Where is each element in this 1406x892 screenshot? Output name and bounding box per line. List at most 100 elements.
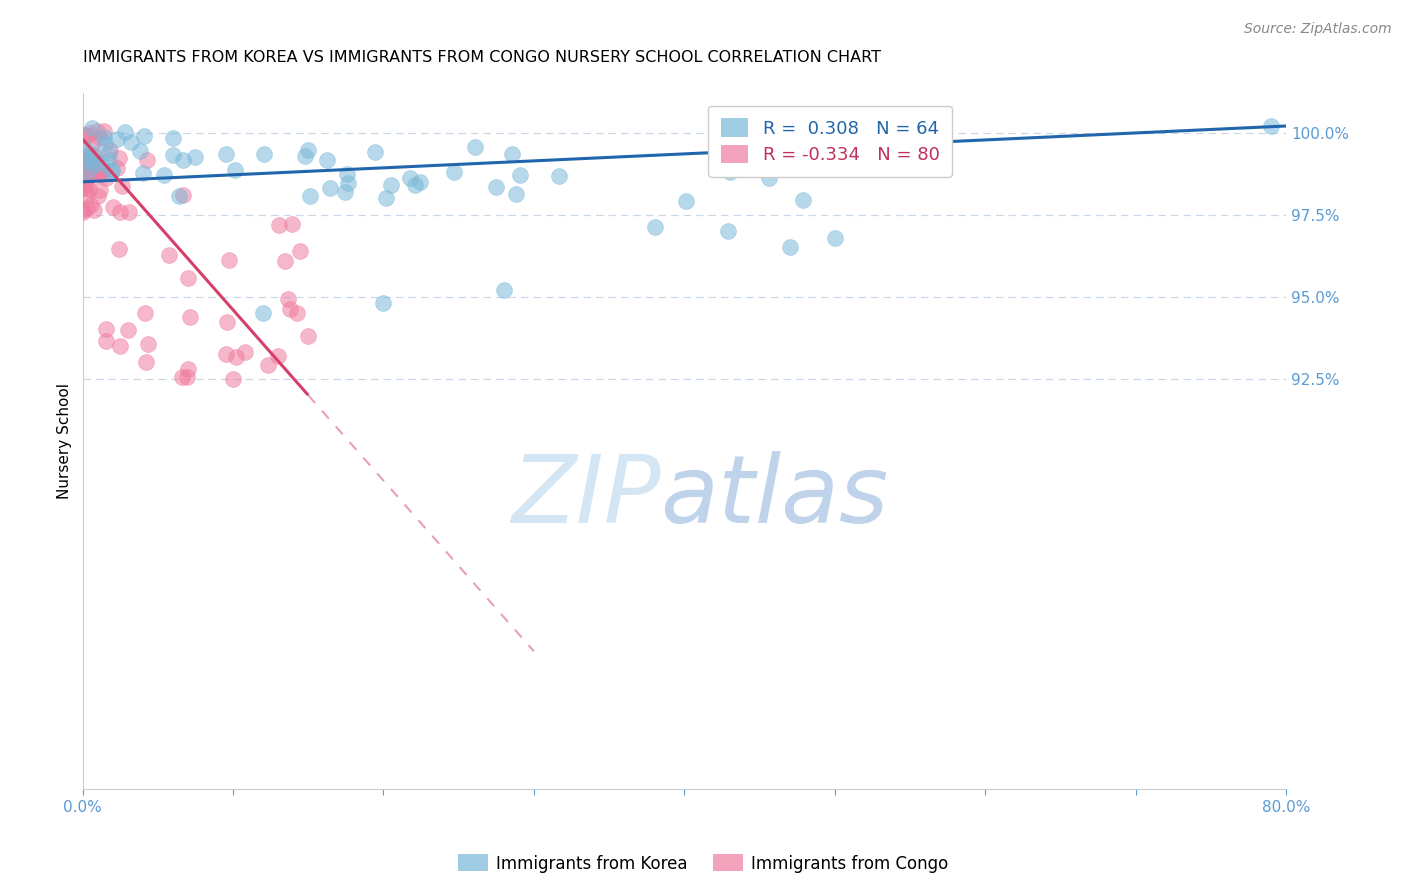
Point: [274, 254, 297, 268]
Point: [215, 315, 238, 329]
Point: [135, 355, 157, 369]
Point: [120, 135, 142, 149]
Point: [87, 167, 110, 181]
Point: [294, 149, 316, 163]
Point: [73, 181, 96, 195]
Point: [547, 169, 569, 183]
Point: [117, 322, 139, 336]
Point: [82, 121, 104, 136]
Point: [105, 161, 128, 176]
Point: [336, 177, 359, 191]
Point: [79, 169, 101, 183]
Point: [76, 201, 98, 215]
Point: [252, 147, 274, 161]
Point: [717, 223, 740, 237]
Point: [277, 293, 299, 307]
Point: [336, 167, 359, 181]
Point: [77, 126, 100, 140]
Point: [374, 191, 396, 205]
Point: [96, 322, 118, 336]
Point: [73, 169, 96, 184]
Point: [224, 163, 246, 178]
Point: [75, 174, 97, 188]
Point: [105, 132, 128, 146]
Point: [73, 128, 96, 143]
Point: [100, 162, 122, 177]
Point: [177, 362, 200, 376]
Point: [287, 306, 309, 320]
Point: [492, 283, 515, 297]
Point: [82, 136, 104, 151]
Text: ZIP: ZIP: [510, 451, 661, 542]
Point: [758, 171, 780, 186]
Point: [162, 148, 184, 162]
Point: [281, 217, 304, 231]
Point: [75, 141, 97, 155]
Point: [72, 151, 94, 165]
Point: [256, 359, 278, 373]
Point: [297, 143, 319, 157]
Point: [509, 168, 531, 182]
Point: [135, 153, 157, 167]
Point: [718, 165, 741, 179]
Point: [73, 151, 96, 165]
Point: [464, 139, 486, 153]
Point: [83, 202, 105, 217]
Point: [89, 131, 111, 145]
Point: [176, 369, 198, 384]
Point: [267, 349, 290, 363]
Point: [79, 148, 101, 162]
Point: [779, 240, 801, 254]
Point: [278, 301, 301, 316]
Point: [505, 186, 527, 201]
Point: [75, 167, 97, 181]
Point: [134, 306, 156, 320]
Point: [333, 185, 356, 199]
Point: [79, 197, 101, 211]
Point: [297, 329, 319, 343]
Point: [76, 154, 98, 169]
Point: [75, 153, 97, 167]
Point: [136, 336, 159, 351]
Point: [89, 164, 111, 178]
Point: [73, 179, 96, 194]
Point: [398, 170, 420, 185]
Point: [110, 205, 132, 219]
Point: [215, 347, 238, 361]
Point: [91, 165, 114, 179]
Point: [94, 136, 117, 150]
Point: [76, 153, 98, 168]
Point: [72, 203, 94, 218]
Point: [172, 153, 194, 167]
Point: [167, 188, 190, 202]
Point: [76, 188, 98, 202]
Point: [152, 169, 174, 183]
Point: [77, 168, 100, 182]
Point: [107, 151, 129, 165]
Point: [132, 166, 155, 180]
Text: IMMIGRANTS FROM KOREA VS IMMIGRANTS FROM CONGO NURSERY SCHOOL CORRELATION CHART: IMMIGRANTS FROM KOREA VS IMMIGRANTS FROM…: [83, 50, 880, 65]
Point: [373, 296, 395, 310]
Point: [501, 146, 523, 161]
Point: [222, 372, 245, 386]
Point: [318, 180, 340, 194]
Point: [97, 145, 120, 160]
Point: [72, 204, 94, 219]
Point: [86, 124, 108, 138]
Point: [76, 128, 98, 143]
Legend: R =  0.308   N = 64, R = -0.334   N = 80: R = 0.308 N = 64, R = -0.334 N = 80: [709, 105, 952, 177]
Point: [87, 189, 110, 203]
Point: [269, 219, 291, 233]
Point: [170, 370, 193, 384]
Point: [215, 147, 238, 161]
Point: [108, 242, 131, 256]
Y-axis label: Nursery School: Nursery School: [58, 384, 72, 500]
Point: [824, 230, 846, 244]
Point: [316, 153, 339, 168]
Point: [128, 144, 150, 158]
Point: [252, 306, 274, 320]
Point: [84, 159, 107, 173]
Point: [225, 350, 247, 364]
Point: [288, 244, 311, 259]
Point: [77, 182, 100, 196]
